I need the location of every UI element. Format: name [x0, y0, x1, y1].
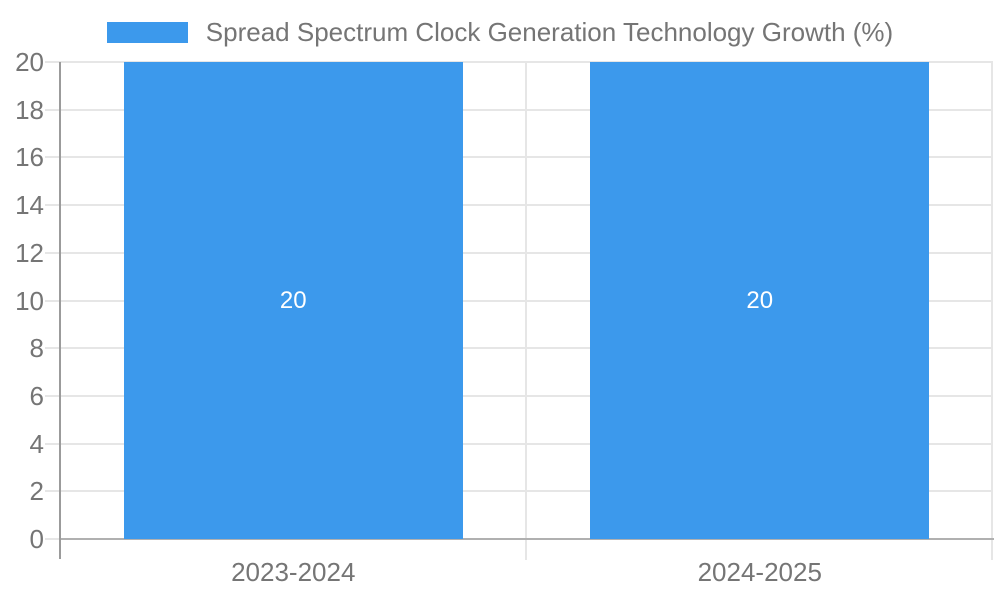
- legend-label: Spread Spectrum Clock Generation Technol…: [205, 17, 894, 47]
- bar[interactable]: 20: [123, 62, 463, 539]
- category-divider: [524, 62, 527, 560]
- bar[interactable]: 20: [590, 62, 930, 539]
- legend-swatch: [106, 21, 188, 43]
- gridline: [45, 490, 993, 493]
- y-axis-label: 8: [29, 333, 44, 364]
- y-axis-label: 4: [29, 428, 44, 459]
- y-axis-label: 6: [29, 380, 44, 411]
- bar-value-label: 20: [279, 286, 307, 314]
- gridline: [45, 442, 993, 445]
- x-axis-baseline: [60, 538, 994, 540]
- gridline: [45, 61, 993, 63]
- y-axis-label: 0: [29, 524, 44, 554]
- y-axis-label: 12: [15, 237, 44, 268]
- y-axis-label: 20: [15, 47, 44, 77]
- y-axis-line: [59, 62, 61, 559]
- y-axis-label: 14: [15, 190, 44, 221]
- y-axis-label: 10: [15, 285, 44, 316]
- x-axis-label: 2023-2024: [231, 557, 356, 587]
- y-axis-label: 18: [15, 94, 44, 125]
- category-divider: [991, 62, 993, 560]
- y-axis-tick: [45, 538, 60, 540]
- gridline: [45, 347, 993, 350]
- gridline: [45, 299, 993, 302]
- x-axis-label: 2024-2025: [697, 557, 822, 587]
- gridline: [45, 204, 993, 207]
- bar-value-label: 20: [746, 286, 774, 314]
- y-axis-label: 2: [29, 476, 44, 507]
- gridline: [45, 156, 993, 159]
- y-axis-label: 16: [15, 142, 44, 173]
- gridline: [45, 394, 993, 397]
- gridline: [45, 251, 993, 254]
- chart-legend[interactable]: Spread Spectrum Clock Generation Technol…: [0, 19, 1000, 45]
- gridline: [45, 108, 993, 111]
